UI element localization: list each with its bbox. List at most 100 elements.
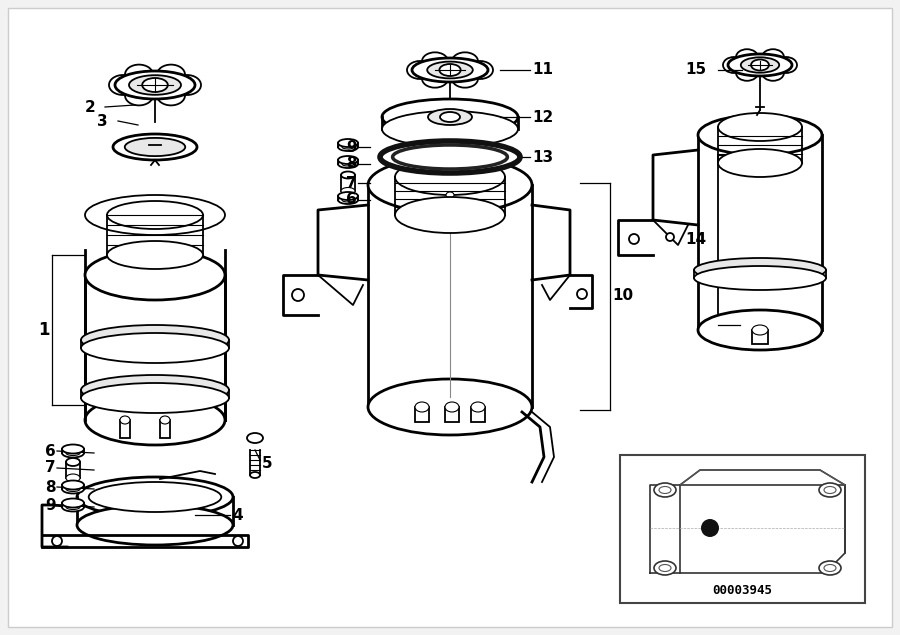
Ellipse shape [338,156,358,164]
Ellipse shape [728,54,792,76]
Ellipse shape [694,266,826,290]
Ellipse shape [125,65,153,84]
Ellipse shape [247,433,263,443]
Ellipse shape [698,310,822,350]
Ellipse shape [736,49,758,65]
Ellipse shape [89,482,221,512]
Ellipse shape [62,481,84,490]
Ellipse shape [81,325,229,355]
Ellipse shape [115,71,195,99]
Text: 11: 11 [532,62,553,77]
Ellipse shape [452,52,478,70]
Bar [415,407,429,422]
Text: 8: 8 [346,156,357,171]
Ellipse shape [120,416,130,424]
Ellipse shape [718,149,802,177]
Text: 6: 6 [346,192,357,208]
Ellipse shape [62,448,84,457]
Ellipse shape [380,141,520,173]
Ellipse shape [342,162,354,166]
Text: 8: 8 [45,479,56,495]
Ellipse shape [129,75,181,95]
Ellipse shape [142,78,167,92]
Ellipse shape [422,70,448,88]
Ellipse shape [762,49,784,65]
Ellipse shape [342,198,354,202]
Bar [341,175,355,191]
Bar [471,407,485,422]
Ellipse shape [368,157,532,213]
Ellipse shape [107,201,203,229]
Ellipse shape [446,192,454,198]
Ellipse shape [698,115,822,155]
Ellipse shape [66,474,80,482]
Ellipse shape [439,64,461,76]
Ellipse shape [654,483,676,497]
Ellipse shape [338,160,358,168]
Ellipse shape [654,561,676,575]
Ellipse shape [85,395,225,445]
Text: 15: 15 [685,62,706,77]
Text: 14: 14 [685,232,706,248]
Ellipse shape [342,145,354,149]
Ellipse shape [824,565,836,572]
Text: 10: 10 [612,288,633,302]
Ellipse shape [368,379,532,435]
Ellipse shape [85,195,225,235]
Ellipse shape [467,61,493,79]
Ellipse shape [382,99,518,135]
Text: 1: 1 [38,321,50,339]
Ellipse shape [62,502,84,512]
Bar [66,462,80,478]
Text: 12: 12 [532,109,554,124]
Ellipse shape [157,65,185,84]
Text: 2: 2 [85,100,95,114]
Ellipse shape [338,192,358,200]
Ellipse shape [824,486,836,493]
Ellipse shape [392,145,508,169]
Ellipse shape [113,134,197,160]
Ellipse shape [422,52,448,70]
Circle shape [233,536,243,546]
Bar [160,420,170,438]
Text: 00003945: 00003945 [713,584,772,598]
Ellipse shape [659,486,671,493]
Ellipse shape [173,75,201,95]
Circle shape [292,289,304,301]
Text: 9: 9 [45,497,56,512]
Ellipse shape [81,375,229,405]
Ellipse shape [407,61,433,79]
Ellipse shape [66,504,80,509]
Text: 5: 5 [262,455,273,471]
Ellipse shape [775,57,797,73]
Ellipse shape [452,70,478,88]
Text: 7: 7 [45,460,56,476]
Ellipse shape [412,58,488,82]
Text: 13: 13 [532,149,554,164]
Ellipse shape [125,85,153,105]
Text: 7: 7 [346,175,357,190]
Text: 4: 4 [232,507,243,523]
Ellipse shape [338,143,358,151]
Ellipse shape [440,112,460,122]
Ellipse shape [157,85,185,105]
Bar [445,407,459,422]
Ellipse shape [77,505,233,545]
Ellipse shape [62,485,84,493]
Ellipse shape [85,250,225,300]
Ellipse shape [694,258,826,282]
Ellipse shape [819,483,841,497]
Ellipse shape [66,486,80,491]
Circle shape [629,234,639,244]
Ellipse shape [752,325,768,335]
Ellipse shape [741,57,779,72]
Ellipse shape [341,187,355,194]
Ellipse shape [160,416,170,424]
Circle shape [577,289,587,299]
Ellipse shape [66,450,80,455]
Bar [120,420,130,438]
Bar [752,330,768,344]
Ellipse shape [445,402,459,412]
Ellipse shape [338,139,358,147]
Ellipse shape [109,75,137,95]
